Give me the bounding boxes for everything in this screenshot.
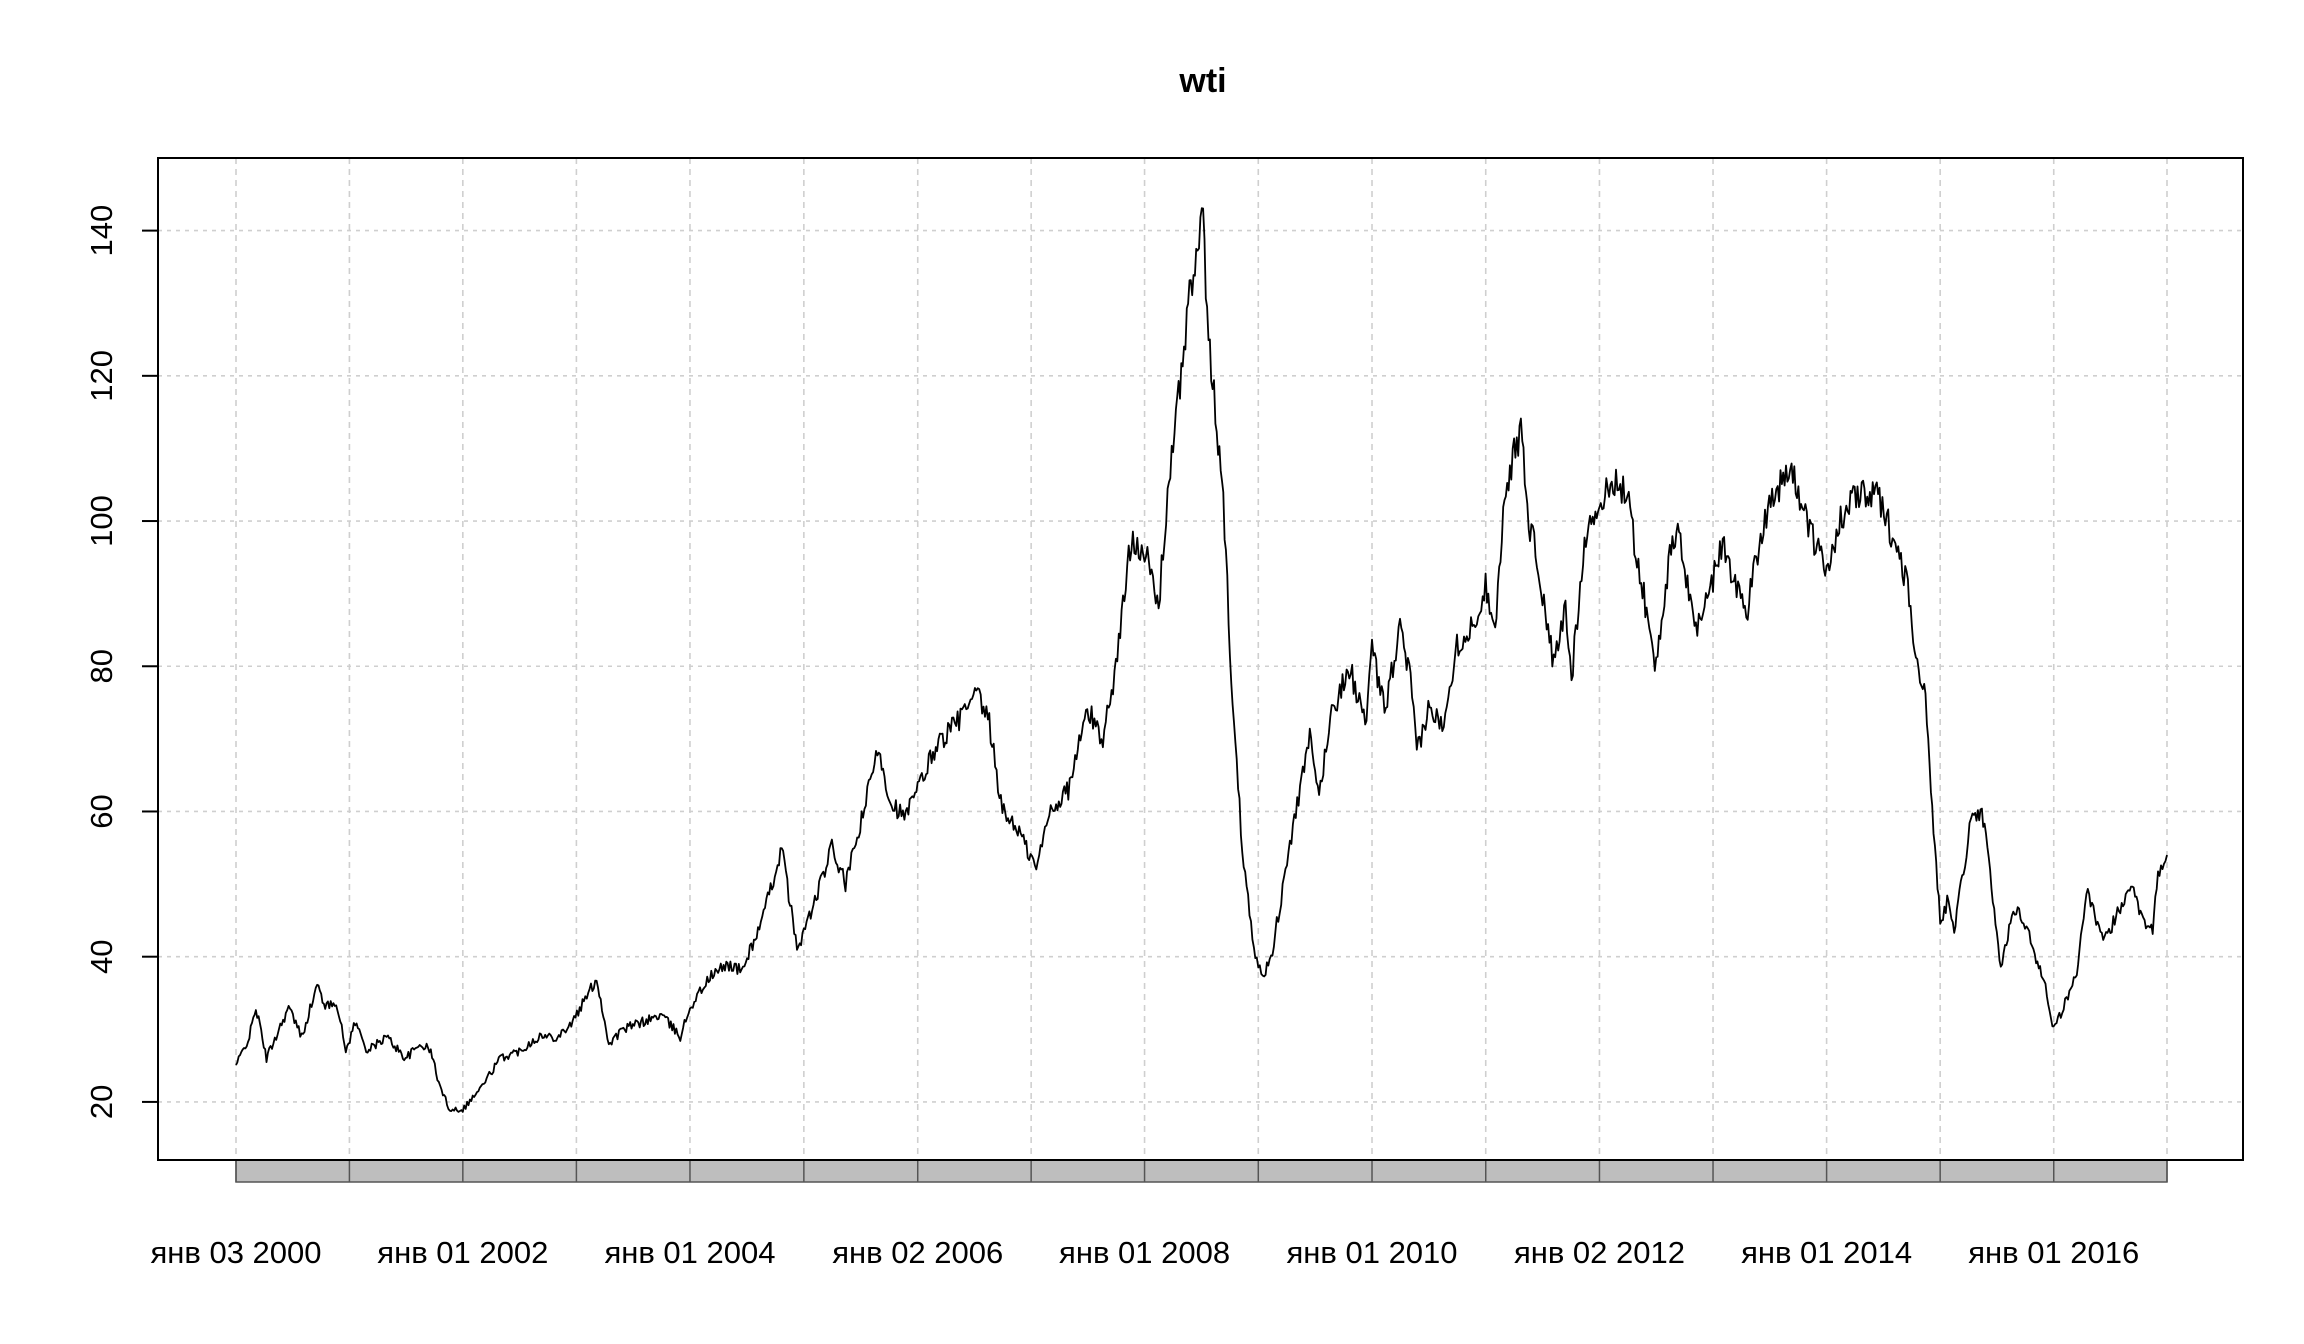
y-tick-label: 20 [84, 1085, 119, 1119]
chart-title: wti [1178, 62, 1226, 100]
x-axis-band-fill [235, 1159, 2168, 1183]
data-point [1972, 811, 1974, 813]
y-tick-label: 100 [84, 495, 119, 547]
x-tick-label: янв 02 2012 [1514, 1235, 1685, 1270]
data-point [1262, 978, 1264, 980]
x-tick-label: янв 01 2004 [604, 1235, 775, 1270]
data-point [977, 694, 979, 696]
x-tick-label: янв 01 2010 [1286, 1235, 1457, 1270]
data-point [255, 1007, 257, 1009]
grid [158, 158, 2243, 1160]
y-tick-label: 140 [84, 205, 119, 257]
x-axis: янв 03 2000 янв 01 2002 янв 01 2004 янв 02 … [150, 1235, 2139, 1270]
data-point [1318, 796, 1320, 798]
x-tick-label: янв 01 2014 [1741, 1235, 1912, 1270]
data-point [1640, 578, 1642, 580]
y-tick-label: 40 [84, 939, 119, 973]
data-point [2102, 941, 2104, 943]
y-tick-label: 60 [84, 794, 119, 828]
plot-frame [157, 157, 2244, 1161]
data-point [2012, 905, 2014, 907]
data-point [1584, 535, 1586, 537]
x-tick-label: янв 02 2006 [832, 1235, 1003, 1270]
series-group [235, 193, 2168, 1113]
data-point [1201, 193, 1203, 195]
data-point [878, 745, 880, 747]
x-tick-label: янв 03 2000 [150, 1235, 321, 1270]
data-point [2129, 883, 2131, 885]
y-tick-label: 80 [84, 649, 119, 683]
y-axis: 20 40 60 80 100 120 140 [84, 205, 158, 1119]
x-tick-label: янв 01 2008 [1059, 1235, 1230, 1270]
data-point [335, 999, 337, 1001]
y-tick-label: 120 [84, 350, 119, 402]
x-tick-label: янв 01 2016 [1968, 1235, 2139, 1270]
series-line-wti [235, 207, 2168, 1113]
data-point [1416, 752, 1418, 754]
data-point [2000, 970, 2002, 972]
data-point [596, 978, 598, 980]
data-point [1892, 535, 1894, 537]
x-axis-band [235, 1159, 2168, 1183]
data-point [1144, 549, 1146, 551]
x-tick-label: янв 01 2002 [377, 1235, 548, 1270]
